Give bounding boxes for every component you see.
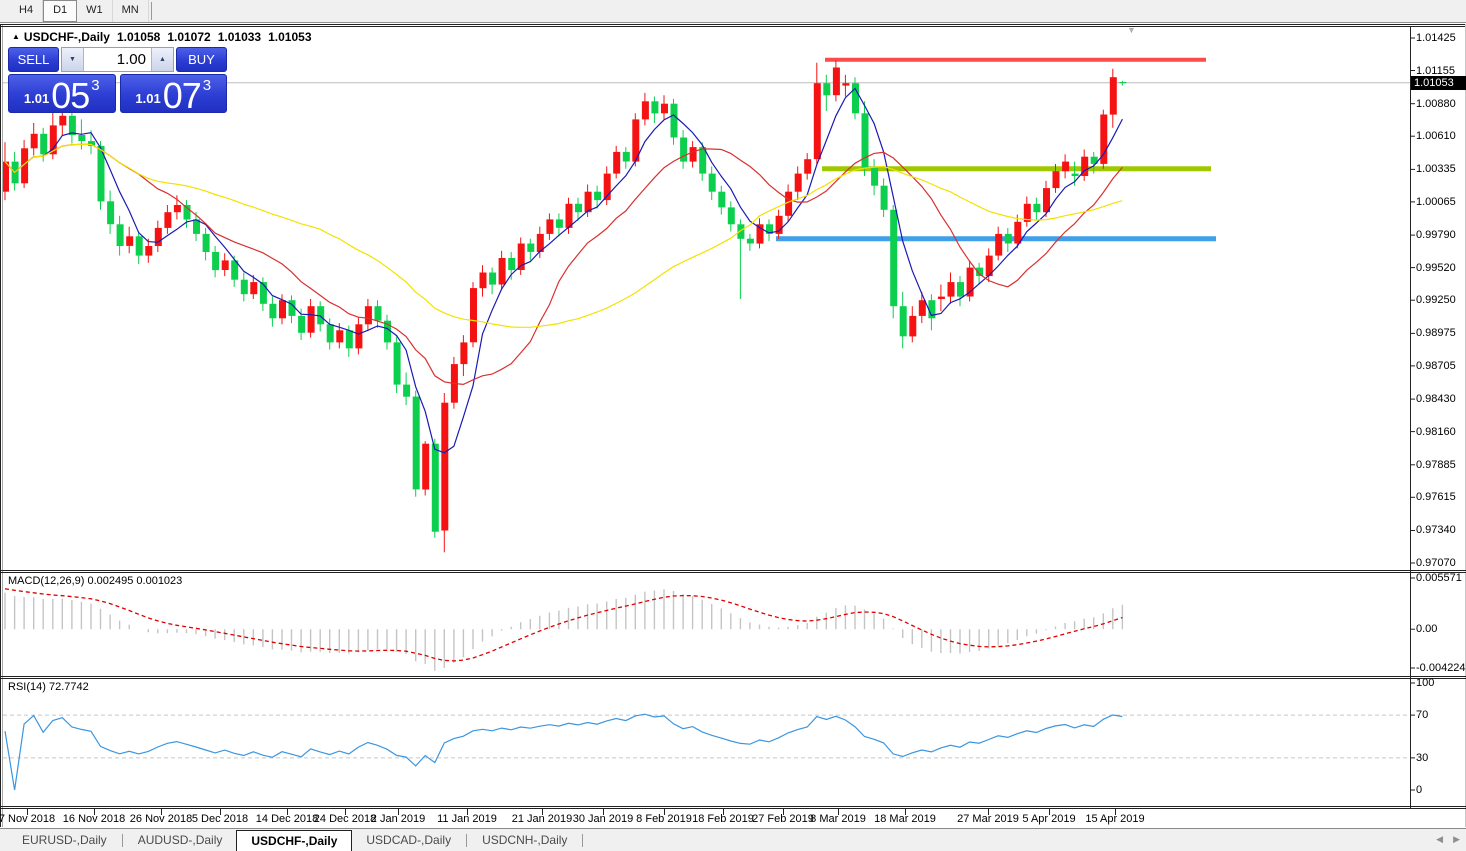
price-axis-label: 1.00335 — [1416, 163, 1456, 175]
symbol-tab-audusd[interactable]: AUDUSD-,Daily — [137, 833, 223, 847]
sell-button[interactable]: SELL — [8, 47, 59, 72]
caret-down-icon: ▼ — [69, 56, 76, 63]
tab-separator — [582, 834, 584, 847]
rsi-axis-label: 0 — [1416, 784, 1423, 796]
price-axis-label: 0.98160 — [1416, 426, 1456, 438]
date-axis-label: 11 Jan 2019 — [437, 813, 497, 825]
tab-separator — [466, 834, 468, 847]
symbol-tab-bar: EURUSD-,Daily AUDUSD-,Daily USDCHF-,Daily U… — [0, 828, 1466, 851]
sell-price-prefix: 1.01 — [23, 91, 50, 106]
date-axis-label: 15 Apr 2019 — [1085, 813, 1145, 825]
price-axis-label: 1.01155 — [1416, 65, 1455, 77]
price-axis-label: 1.00880 — [1416, 98, 1456, 110]
price-axis-label: 1.00610 — [1416, 130, 1456, 142]
quote-open: 1.01058 — [116, 30, 161, 44]
macd-label: MACD(12,26,9) 0.002495 0.001023 — [8, 575, 183, 587]
date-axis-label: 26 Nov 2018 — [129, 813, 193, 825]
price-axis-label: 0.98430 — [1416, 393, 1456, 405]
buy-price-sup: 3 — [202, 77, 212, 94]
toolbar-separator — [150, 2, 152, 20]
price-axis-label: 1.01425 — [1416, 32, 1456, 44]
rsi-axis-label: 70 — [1416, 709, 1429, 721]
chart-window: ▲ USDCHF-,Daily 1.01058 1.01072 1.01033 1.010… — [0, 24, 1466, 827]
price-axis-label: 0.97615 — [1416, 491, 1456, 503]
volume-decrease-button[interactable]: ▼ — [62, 48, 84, 71]
rsi-axis-label: 30 — [1416, 752, 1429, 764]
price-axis-label: 0.99790 — [1416, 229, 1456, 241]
date-axis-label: 2 Jan 2019 — [370, 813, 426, 825]
price-axis-label: 0.99250 — [1416, 294, 1456, 306]
quote-low: 1.01033 — [217, 30, 262, 44]
macd-axis-label: 0.00 — [1416, 623, 1438, 635]
date-axis-label: 5 Apr 2019 — [1022, 813, 1076, 825]
chart-canvas[interactable] — [0, 24, 1466, 827]
price-axis-label: 0.98705 — [1416, 360, 1456, 372]
tab-scroll-arrows: ◀ ▶ — [1436, 831, 1460, 847]
date-axis-label: 5 Dec 2018 — [191, 813, 249, 825]
price-axis-label: 0.97885 — [1416, 459, 1456, 471]
sell-price-big: 05 — [51, 75, 90, 116]
macd-axis-label: 0.005571 — [1416, 572, 1462, 584]
volume-stepper: ▼ ▲ — [61, 47, 174, 72]
current-price-badge: 1.01053 — [1411, 76, 1466, 90]
chart-title: ▲ USDCHF-,Daily 1.01058 1.01072 1.01033 1.010… — [12, 30, 312, 44]
one-click-trading-panel: SELL ▼ ▲ BUY 1.01053 — [8, 47, 227, 116]
price-axis-label: 1.00065 — [1416, 196, 1456, 208]
caret-up-icon: ▲ — [159, 56, 166, 63]
macd-axis-label: -0.004224 — [1416, 662, 1466, 674]
rsi-axis-label: 100 — [1416, 677, 1435, 689]
buy-button[interactable]: BUY — [176, 47, 227, 72]
symbol-tab-usdchf[interactable]: USDCHF-,Daily — [236, 830, 353, 851]
symbol-tab-eurusd[interactable]: EURUSD-,Daily — [22, 833, 107, 847]
timeframe-tab-w1[interactable]: W1 — [77, 0, 113, 22]
symbol-tab-usdcad[interactable]: USDCAD-,Daily — [366, 833, 452, 847]
price-axis-label: 0.99520 — [1416, 262, 1456, 274]
date-axis-label: 8 Feb 2019 — [636, 813, 692, 825]
price-axis-label: 0.98975 — [1416, 327, 1456, 339]
date-axis-label: 8 Mar 2019 — [810, 813, 866, 825]
date-axis-label: 14 Dec 2018 — [255, 813, 319, 825]
buy-price-box[interactable]: 1.01 07 3 — [119, 74, 227, 116]
date-axis-label: 27 Mar 2019 — [957, 813, 1019, 825]
date-axis-label: 7 Nov 2018 — [0, 813, 56, 825]
timeframe-tab-h4[interactable]: H4 — [10, 0, 44, 22]
volume-input[interactable] — [84, 48, 151, 71]
quote-high: 1.01072 — [167, 30, 211, 44]
date-axis-label: 18 Mar 2019 — [874, 813, 936, 825]
date-axis-label: 27 Feb 2019 — [752, 813, 814, 825]
buy-price-big: 07 — [162, 75, 202, 116]
timeframe-bar: H4 D1 W1 MN — [0, 0, 1466, 23]
scroll-left-icon[interactable]: ◀ — [1436, 834, 1444, 844]
date-axis-label: 16 Nov 2018 — [62, 813, 126, 825]
date-axis-label: 30 Jan 2019 — [572, 813, 634, 825]
expand-arrow-icon[interactable]: ▲ — [12, 32, 20, 41]
price-axis-label: 0.97070 — [1416, 557, 1456, 569]
timeframe-tab-mn[interactable]: MN — [113, 0, 149, 22]
price-axis-label: 0.97340 — [1416, 524, 1456, 536]
tab-separator — [121, 834, 123, 847]
sell-price-box[interactable]: 1.01 05 3 — [8, 74, 116, 116]
scroll-right-icon[interactable]: ▶ — [1453, 834, 1460, 844]
buy-price-prefix: 1.01 — [135, 91, 161, 106]
date-axis-label: 21 Jan 2019 — [511, 813, 573, 825]
sell-price-sup: 3 — [91, 77, 100, 94]
volume-increase-button[interactable]: ▲ — [151, 48, 173, 71]
chart-symbol-label: USDCHF-,Daily — [23, 30, 110, 44]
scroll-to-end-icon[interactable]: ▼ — [1127, 25, 1136, 35]
quote-close: 1.01053 — [268, 30, 312, 44]
symbol-tab-usdcnh[interactable]: USDCNH-,Daily — [482, 833, 568, 847]
date-axis-label: 18 Feb 2019 — [692, 813, 754, 825]
date-axis-label: 24 Dec 2018 — [313, 813, 377, 825]
rsi-label: RSI(14) 72.7742 — [8, 681, 89, 693]
timeframe-tab-d1[interactable]: D1 — [43, 0, 78, 22]
